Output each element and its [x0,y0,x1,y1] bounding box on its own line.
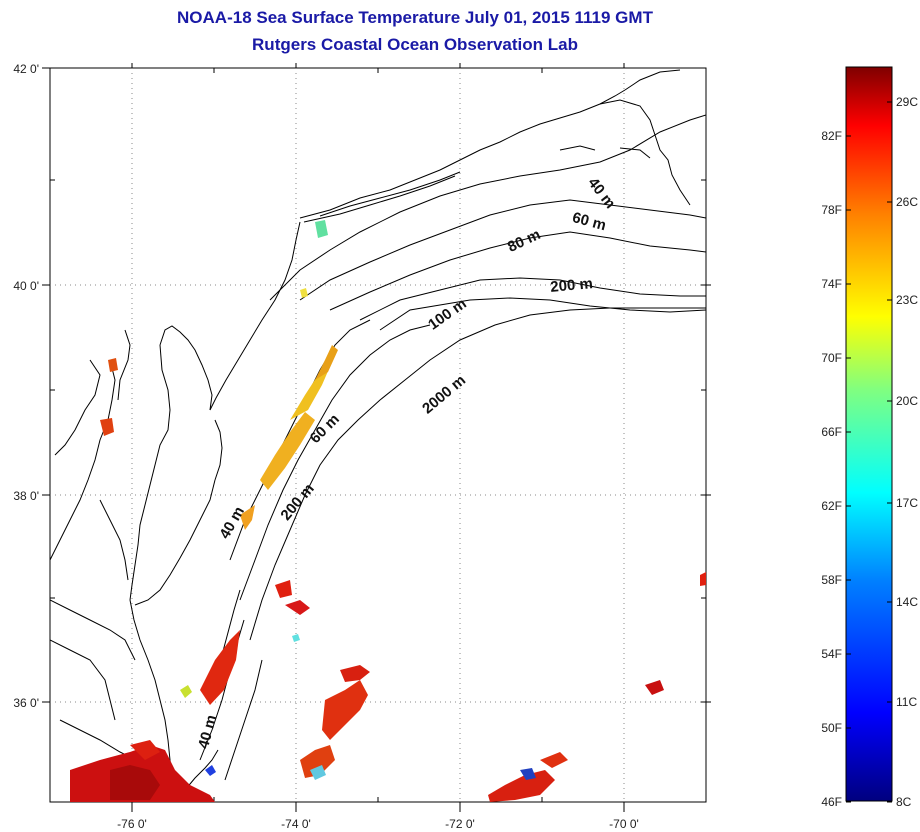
colorbar-label-c: 14C [896,595,918,609]
lat-label: 36 0' [13,696,39,710]
colorbar-label-f: 58F [821,573,842,587]
lon-label: -72 0' [445,817,475,831]
colorbar-label-c: 26C [896,195,918,209]
colorbar-label-f: 82F [821,129,842,143]
colorbar-label-f: 78F [821,203,842,217]
tick-marks [42,63,711,812]
colorbar-label-c: 8C [896,795,912,809]
lat-label: 42 0' [13,62,39,76]
lat-label: 38 0' [13,489,39,503]
colorbar-label-f: 50F [821,721,842,735]
lon-label: -76 0' [117,817,147,831]
colorbar-label-f: 66F [821,425,842,439]
colorbar-ticks [846,101,892,803]
colorbar-label-f: 74F [821,277,842,291]
longitude-labels: -76 0' -74 0' -72 0' -70 0' [117,817,639,831]
lon-label: -70 0' [609,817,639,831]
colorbar-label-c: 11C [896,695,917,709]
map-frame [49,67,707,803]
colorbar-fahrenheit-labels: 82F 78F 74F 70F 66F 62F 58F 54F 50F 46F [821,129,842,809]
isobath-label: 200 m [550,275,594,296]
colorbar-label-f: 54F [821,647,842,661]
colorbar-label-f: 46F [821,795,842,809]
lon-label: -74 0' [281,817,311,831]
colorbar-label-c: 23C [896,293,918,307]
colorbar-label-c: 20C [896,394,918,408]
map-subtitle: Rutgers Coastal Ocean Observation Lab [252,35,578,54]
lat-label: 40 0' [13,279,39,293]
colorbar-label-c: 17C [896,496,918,510]
colorbar [845,66,893,802]
colorbar-label-f: 70F [821,351,842,365]
colorbar-label-f: 62F [821,499,842,513]
latitude-labels: 42 0' 40 0' 38 0' 36 0' [13,62,39,710]
sst-data [70,220,706,802]
map-title: NOAA-18 Sea Surface Temperature July 01,… [177,8,653,27]
colorbar-label-c: 29C [896,95,918,109]
coastline [50,69,691,802]
colorbar-celsius-labels: 29C 26C 23C 20C 17C 14C 11C 8C [896,95,918,809]
